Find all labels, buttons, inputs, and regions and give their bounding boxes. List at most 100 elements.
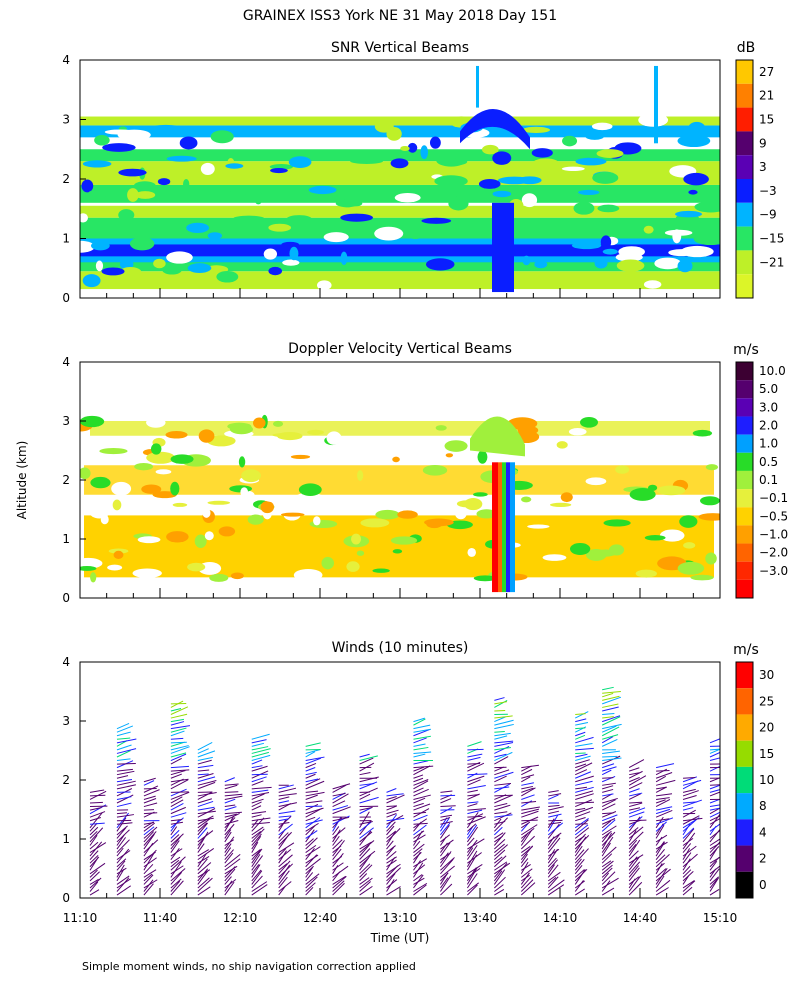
snr-patch [596, 149, 624, 158]
wind-barb [440, 821, 453, 825]
wind-barb [143, 883, 154, 896]
x-tick-label: 15:10 [703, 911, 738, 925]
doppler-patch [229, 424, 254, 435]
snr-patch [80, 240, 95, 253]
snr-patch [584, 131, 605, 140]
y-tick-label: 1 [62, 532, 70, 546]
wind-barb [332, 862, 344, 871]
wind-barb [466, 873, 478, 889]
doppler-patch [357, 470, 364, 481]
wind-barb [224, 858, 241, 871]
doppler-patch [241, 469, 261, 483]
wind-barb [682, 845, 697, 857]
wind-barb [602, 695, 620, 701]
wind-barb [682, 858, 691, 871]
wind-barb [89, 842, 107, 853]
colorbar-label: 15 [759, 747, 774, 761]
snr-patch [594, 258, 608, 269]
wind-barb [170, 770, 186, 776]
wind-barb [305, 837, 318, 850]
wind-barb [278, 793, 297, 797]
wind-barb [494, 716, 506, 723]
wind-barb [197, 877, 213, 892]
wind-barb [493, 862, 508, 878]
wind-barb [332, 800, 346, 808]
doppler-patch [603, 519, 631, 527]
wind-barb [440, 806, 453, 815]
wind-barb [575, 753, 588, 758]
wind-barb [628, 816, 641, 832]
wind-barb [413, 802, 424, 808]
wind-barb [709, 823, 720, 832]
snr-patch [80, 213, 88, 223]
wind-barb [493, 870, 503, 882]
wind-barb [413, 729, 430, 737]
panel-2-plot [80, 414, 720, 593]
wind-barb [413, 840, 421, 850]
wind-barb [494, 782, 512, 786]
wind-barb [251, 751, 269, 758]
wind-barb [413, 874, 423, 882]
wind-barb [305, 886, 314, 896]
wind-barb [440, 790, 453, 793]
wind-barb [278, 831, 292, 846]
snr-patch [101, 267, 125, 276]
wind-barb [386, 796, 397, 800]
wind-barb [359, 877, 370, 885]
wind-barb [548, 793, 562, 797]
snr-patch [340, 213, 373, 222]
wind-barb [493, 817, 508, 832]
wind-barb [116, 794, 134, 804]
wind-barb [440, 834, 451, 843]
y-tick-label: 3 [62, 414, 70, 428]
wind-barb [467, 823, 477, 832]
wind-barb [520, 882, 536, 896]
doppler-patch [656, 485, 686, 496]
doppler-patch [360, 518, 390, 528]
wind-barb [413, 746, 429, 751]
wind-barb [440, 842, 451, 857]
snr-patch [323, 196, 346, 202]
wind-barb [601, 736, 614, 744]
colorbar-swatch [736, 871, 753, 898]
wind-barb [601, 867, 613, 878]
wind-barb [655, 879, 671, 892]
wind-barb [89, 822, 105, 825]
colorbar-label: 9 [759, 136, 767, 150]
wind-barb [682, 790, 699, 797]
wind-barb [467, 884, 478, 896]
wind-barb [440, 865, 455, 878]
wind-barb [440, 857, 455, 871]
wind-barb [170, 848, 183, 857]
snr-patch [683, 172, 709, 186]
wind-barb [251, 811, 267, 815]
snr-patch [135, 191, 156, 199]
wind-barb [332, 865, 349, 878]
wind-barb [116, 802, 132, 808]
wind-barb [413, 728, 431, 733]
wind-barb [305, 844, 317, 853]
wind-barb [467, 789, 478, 793]
wind-barb [170, 746, 190, 754]
colorbar-label: −1.0 [759, 527, 788, 541]
doppler-patch [272, 420, 284, 427]
wind-barb [655, 841, 668, 850]
wind-barb [709, 748, 720, 751]
wind-barb [655, 868, 667, 878]
doppler-patch [113, 550, 124, 559]
wind-barb [278, 864, 291, 882]
wind-barb [655, 854, 666, 864]
wind-barb [628, 867, 640, 882]
wind-barb [224, 847, 232, 857]
snr-patch [346, 206, 374, 214]
wind-barb [332, 816, 350, 822]
wind-barb [575, 736, 594, 744]
wind-barb [601, 716, 621, 726]
snr-patch [127, 188, 139, 202]
wind-barb [89, 811, 106, 818]
wind-barb [224, 881, 235, 896]
wind-barb [251, 746, 269, 751]
panel-1-title: SNR Vertical Beams [331, 40, 469, 56]
colorbar-swatch [736, 250, 753, 275]
wind-barb [170, 796, 183, 804]
